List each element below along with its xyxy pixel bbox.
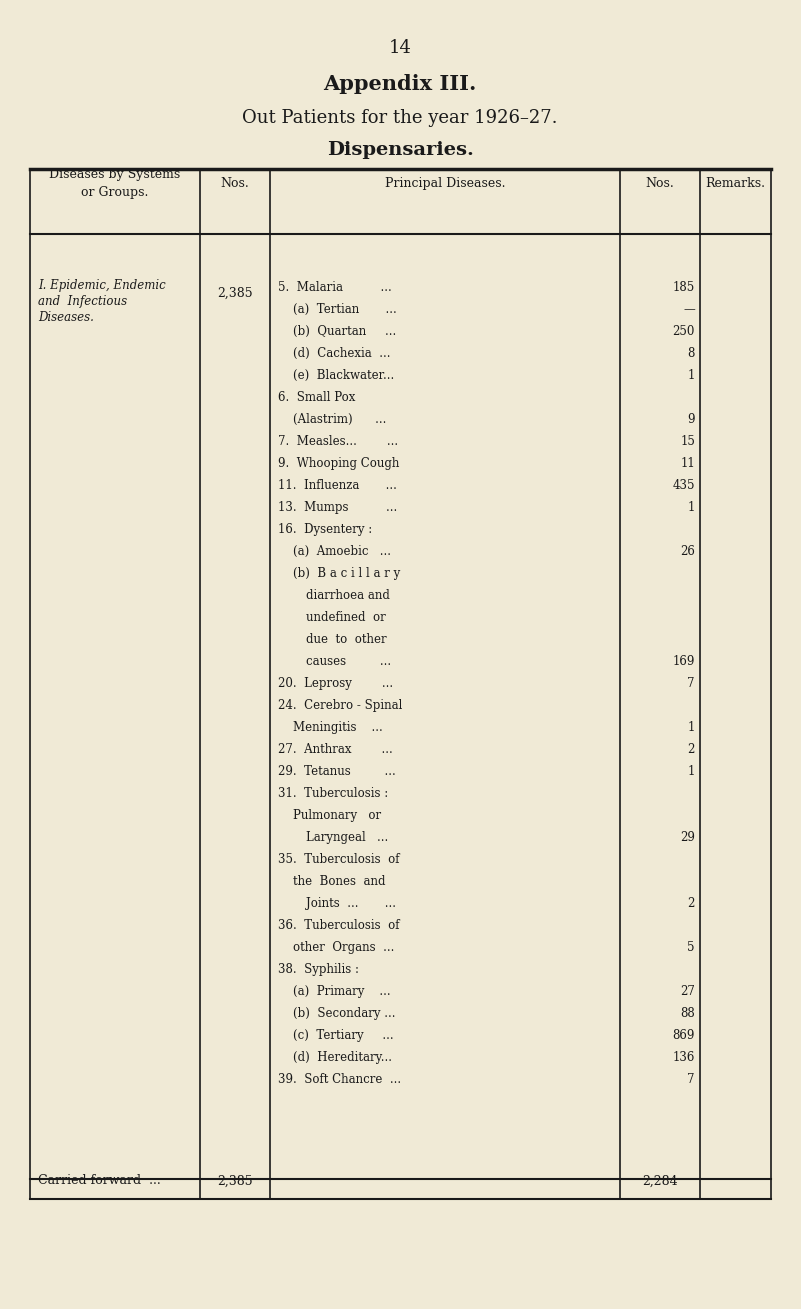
Text: Joints  ...       ...: Joints ... ... <box>306 897 396 910</box>
Text: 7: 7 <box>687 677 695 690</box>
Text: 16.  Dysentery :: 16. Dysentery : <box>278 524 372 535</box>
Text: —: — <box>683 302 695 315</box>
Text: 2,385: 2,385 <box>217 287 253 300</box>
Text: (d)  Cachexia  ...: (d) Cachexia ... <box>293 347 391 360</box>
Text: 435: 435 <box>673 479 695 492</box>
Text: 9: 9 <box>687 414 695 425</box>
Text: I. Epidemic, Endemic: I. Epidemic, Endemic <box>38 279 166 292</box>
Text: 39.  Soft Chancre  ...: 39. Soft Chancre ... <box>278 1073 401 1086</box>
Text: Nos.: Nos. <box>646 177 674 190</box>
Text: 38.  Syphilis :: 38. Syphilis : <box>278 963 359 977</box>
Text: Nos.: Nos. <box>220 177 249 190</box>
Text: due  to  other: due to other <box>306 634 387 647</box>
Text: Remarks.: Remarks. <box>706 177 766 190</box>
Text: 15: 15 <box>680 435 695 448</box>
Text: 27.  Anthrax        ...: 27. Anthrax ... <box>278 744 392 757</box>
Text: 29: 29 <box>680 831 695 844</box>
Text: 169: 169 <box>673 654 695 668</box>
Text: 7: 7 <box>687 1073 695 1086</box>
Text: Pulmonary   or: Pulmonary or <box>293 809 381 822</box>
Text: Carried forward  ...: Carried forward ... <box>38 1174 161 1187</box>
Text: 2,385: 2,385 <box>217 1174 253 1187</box>
Text: 88: 88 <box>680 1007 695 1020</box>
Text: Laryngeal   ...: Laryngeal ... <box>306 831 388 844</box>
Text: 14: 14 <box>388 39 412 58</box>
Text: (b)  Quartan     ...: (b) Quartan ... <box>293 325 396 338</box>
Text: 5: 5 <box>687 941 695 954</box>
Text: 2,284: 2,284 <box>642 1174 678 1187</box>
Text: Appendix III.: Appendix III. <box>324 75 477 94</box>
Text: 8: 8 <box>687 347 695 360</box>
Text: Meningitis    ...: Meningitis ... <box>293 721 383 734</box>
Text: 26: 26 <box>680 545 695 558</box>
Text: 136: 136 <box>673 1051 695 1064</box>
Text: 20.  Leprosy        ...: 20. Leprosy ... <box>278 677 393 690</box>
Text: (b)  B a c i l l a r y: (b) B a c i l l a r y <box>293 567 400 580</box>
Text: Diseases.: Diseases. <box>38 312 94 325</box>
Text: 7.  Measles...        ...: 7. Measles... ... <box>278 435 398 448</box>
Text: (c)  Tertiary     ...: (c) Tertiary ... <box>293 1029 393 1042</box>
Text: 6.  Small Pox: 6. Small Pox <box>278 391 356 404</box>
Text: (Alastrim)      ...: (Alastrim) ... <box>293 414 386 425</box>
Text: 1: 1 <box>687 721 695 734</box>
Text: causes         ...: causes ... <box>306 654 391 668</box>
Text: 2: 2 <box>687 744 695 757</box>
Text: undefined  or: undefined or <box>306 611 386 624</box>
Text: (b)  Secondary ...: (b) Secondary ... <box>293 1007 396 1020</box>
Text: diarrhoea and: diarrhoea and <box>306 589 390 602</box>
Text: Principal Diseases.: Principal Diseases. <box>384 177 505 190</box>
Text: (a)  Primary    ...: (a) Primary ... <box>293 984 391 997</box>
Text: Diseases by Systems
or Groups.: Diseases by Systems or Groups. <box>50 168 180 199</box>
Text: 1: 1 <box>687 501 695 514</box>
Text: 29.  Tetanus         ...: 29. Tetanus ... <box>278 764 396 778</box>
Text: 11.  Influenza       ...: 11. Influenza ... <box>278 479 396 492</box>
Text: other  Organs  ...: other Organs ... <box>293 941 394 954</box>
Text: 27: 27 <box>680 984 695 997</box>
Text: 31.  Tuberculosis :: 31. Tuberculosis : <box>278 787 388 800</box>
Text: Dispensaries.: Dispensaries. <box>327 141 473 158</box>
Text: (e)  Blackwater...: (e) Blackwater... <box>293 369 394 382</box>
Text: Out Patients for the year 1926–27.: Out Patients for the year 1926–27. <box>242 109 557 127</box>
Text: 13.  Mumps          ...: 13. Mumps ... <box>278 501 397 514</box>
Text: 250: 250 <box>673 325 695 338</box>
Text: (a)  Amoebic   ...: (a) Amoebic ... <box>293 545 391 558</box>
Text: (a)  Tertian       ...: (a) Tertian ... <box>293 302 396 315</box>
Text: 24.  Cerebro - Spinal: 24. Cerebro - Spinal <box>278 699 402 712</box>
Text: the  Bones  and: the Bones and <box>293 874 385 888</box>
Text: 2: 2 <box>687 897 695 910</box>
Text: 11: 11 <box>680 457 695 470</box>
Text: 9.  Whooping Cough: 9. Whooping Cough <box>278 457 400 470</box>
Text: 35.  Tuberculosis  of: 35. Tuberculosis of <box>278 853 400 867</box>
Text: 36.  Tuberculosis  of: 36. Tuberculosis of <box>278 919 400 932</box>
Text: 869: 869 <box>673 1029 695 1042</box>
Text: 1: 1 <box>687 369 695 382</box>
Text: and  Infectious: and Infectious <box>38 295 127 308</box>
Text: 1: 1 <box>687 764 695 778</box>
Text: 5.  Malaria          ...: 5. Malaria ... <box>278 281 392 295</box>
Text: 185: 185 <box>673 281 695 295</box>
Text: (d)  Hereditary...: (d) Hereditary... <box>293 1051 392 1064</box>
